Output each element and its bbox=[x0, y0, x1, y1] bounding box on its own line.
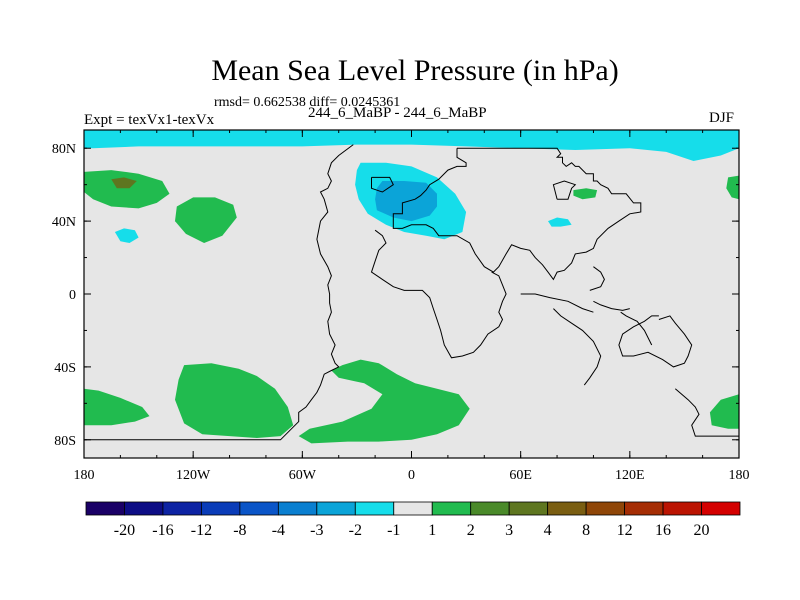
colorbar-label: -3 bbox=[310, 522, 323, 539]
anomaly-region-east-asia-high bbox=[573, 188, 598, 200]
colorbar-swatch bbox=[470, 501, 510, 516]
coastline-1 bbox=[84, 144, 354, 441]
colorbar-swatch bbox=[431, 501, 472, 516]
x-tick-label: 120W bbox=[176, 468, 211, 483]
anomaly-region-se-edge-high bbox=[709, 394, 739, 429]
stats-label: rmsd= 0.662538 diff= 0.0245361 bbox=[214, 95, 401, 110]
y-tick-label: 40S bbox=[54, 361, 76, 376]
coastline-2 bbox=[370, 229, 507, 359]
anomaly-region-n-pacific-high-core bbox=[111, 177, 137, 189]
colorbar-label: -2 bbox=[349, 522, 362, 539]
colorbar-label: 8 bbox=[582, 522, 590, 539]
season-label: DJF bbox=[709, 110, 735, 126]
x-tick-label: 60E bbox=[509, 468, 532, 483]
anomaly-region-sw-pacific-high bbox=[84, 388, 150, 426]
x-tick-label: 0 bbox=[408, 468, 415, 483]
colorbar-label: 12 bbox=[617, 522, 633, 539]
anomaly-region-asia-small-low bbox=[548, 217, 572, 227]
expt-label: Expt = texVx1-texVx bbox=[84, 112, 215, 128]
anomaly-region-s-pacific-high bbox=[175, 363, 294, 438]
colorbar-swatch bbox=[239, 501, 279, 516]
colorbar-swatch bbox=[201, 501, 241, 516]
coastline-4 bbox=[620, 311, 653, 346]
y-tick-label: 80S bbox=[54, 434, 76, 449]
colorbar-label: -16 bbox=[152, 522, 173, 539]
colorbar-swatch bbox=[124, 501, 164, 516]
y-tick-label: 0 bbox=[69, 288, 76, 303]
x-tick-label: 180 bbox=[74, 468, 95, 483]
anomaly-region-s-atlantic-high bbox=[298, 359, 470, 444]
anomaly-region-arctic-band bbox=[84, 130, 739, 161]
colorbar-label: 20 bbox=[694, 522, 710, 539]
colorbar-label: 16 bbox=[655, 522, 671, 539]
anomaly-region-n-pacific-small-low bbox=[114, 228, 139, 243]
colorbar-label: 4 bbox=[544, 522, 552, 539]
y-tick-label: 80N bbox=[52, 142, 76, 157]
colorbar-label: -12 bbox=[191, 522, 212, 539]
coastline-6 bbox=[553, 308, 602, 386]
colorbar-swatch bbox=[508, 501, 549, 516]
colorbar-swatch bbox=[662, 501, 702, 516]
colorbar-swatch bbox=[277, 501, 318, 516]
colorbar-swatch bbox=[624, 501, 664, 516]
chart-title: Mean Sea Level Pressure (in hPa) bbox=[211, 54, 619, 87]
colorbar-label: 1 bbox=[428, 522, 436, 539]
colorbar-swatch bbox=[316, 501, 356, 516]
colorbar-swatch bbox=[162, 501, 202, 516]
colorbar-label: 3 bbox=[505, 522, 513, 539]
coastline-7 bbox=[674, 388, 739, 437]
colorbar-label: -4 bbox=[272, 522, 285, 539]
colorbar-label: -1 bbox=[387, 522, 400, 539]
anomaly-region-n-atlantic-core bbox=[375, 181, 437, 222]
colorbar-swatch bbox=[585, 501, 625, 516]
y-tick-label: 40N bbox=[52, 215, 76, 230]
coastline-10 bbox=[552, 180, 577, 200]
anomaly-region-east-edge-high bbox=[726, 175, 739, 200]
colorbar-swatch bbox=[354, 501, 395, 516]
x-tick-label: 60W bbox=[289, 468, 317, 483]
colorbar-label: 2 bbox=[467, 522, 475, 539]
colorbar-swatch bbox=[393, 501, 433, 516]
x-tick-label: 180 bbox=[729, 468, 750, 483]
colorbar-swatch bbox=[701, 501, 741, 516]
anomaly-region-n-pacific-high-2 bbox=[175, 197, 237, 243]
colorbar-label: -20 bbox=[114, 522, 135, 539]
x-tick-label: 120E bbox=[615, 468, 645, 483]
colorbar-swatch bbox=[85, 501, 125, 516]
coastline-3 bbox=[618, 315, 693, 368]
coastline-11 bbox=[371, 176, 394, 193]
coastline-9 bbox=[589, 266, 605, 291]
coastline-0 bbox=[392, 147, 642, 281]
runs-label: 244_6_MaBP - 244_6_MaBP bbox=[308, 105, 487, 121]
anomaly-region-n-pacific-high bbox=[84, 170, 170, 209]
colorbar-label: -8 bbox=[233, 522, 246, 539]
coastline-5 bbox=[593, 300, 630, 311]
colorbar-swatch bbox=[547, 501, 587, 516]
map-content bbox=[84, 130, 739, 444]
coastline-8 bbox=[520, 293, 594, 313]
